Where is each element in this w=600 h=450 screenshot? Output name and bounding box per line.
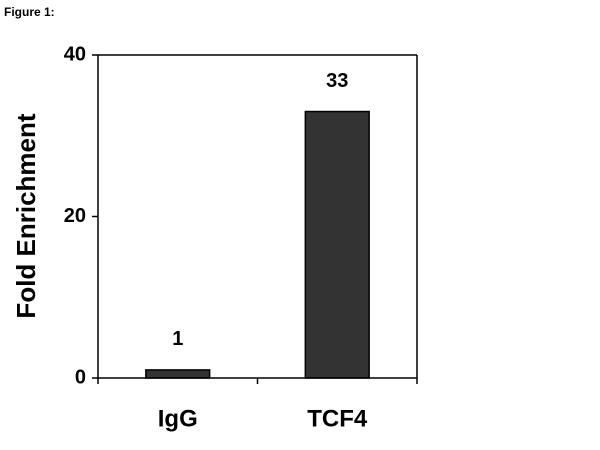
y-tick-label: 0: [75, 366, 86, 388]
y-tick-label: 40: [64, 43, 86, 65]
y-tick-label: 20: [64, 205, 86, 227]
data-label: 1: [172, 328, 183, 350]
bar: [145, 369, 211, 379]
chart-title: Figure 1:: [4, 5, 55, 19]
x-tick-label: IgG: [158, 405, 198, 432]
bar: [304, 110, 370, 379]
y-axis-label: Fold Enrichment: [11, 113, 41, 318]
data-label: 33: [326, 70, 348, 92]
x-tick-label: TCF4: [307, 405, 368, 432]
